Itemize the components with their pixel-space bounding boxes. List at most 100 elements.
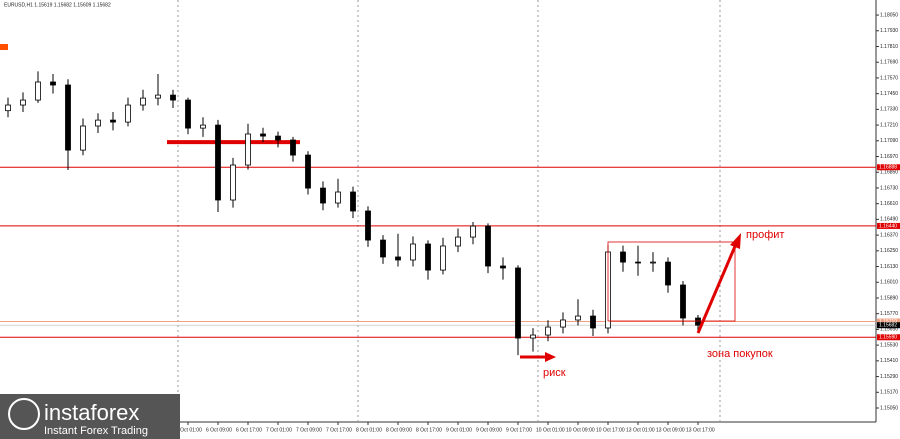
candle-body [380, 239, 386, 258]
logo-brand: instaforex [44, 400, 139, 425]
logo-icon [8, 398, 40, 430]
x-tick-label: 6 Oct 09:00 [206, 427, 232, 433]
candle-body [260, 133, 266, 137]
x-tick-label: 13 Oct 01:00 [626, 427, 655, 433]
marker [0, 44, 8, 50]
candle-body [275, 135, 281, 141]
candle-body [5, 104, 11, 112]
annotation: профит [746, 229, 784, 241]
candle-body [320, 187, 326, 204]
candle-body [290, 139, 296, 156]
x-tick-label: 9 Oct 09:00 [476, 427, 502, 433]
y-tick-label: 1.17330 [880, 107, 898, 113]
x-tick-label: 9 Oct 17:00 [506, 427, 532, 433]
y-tick-label: 1.17810 [880, 44, 898, 50]
level-tag [877, 334, 900, 341]
y-tick-label: 1.18050 [880, 12, 898, 18]
x-tick-label: 13 Oct 17:00 [686, 427, 715, 433]
x-tick-label: 6 Oct 17:00 [236, 427, 262, 433]
annotation: зона покупок [707, 348, 773, 360]
y-tick-label: 1.16610 [880, 201, 898, 207]
candle-body [230, 164, 236, 201]
candle-body [95, 119, 101, 127]
y-tick-label: 1.17690 [880, 60, 898, 66]
candle-body [245, 133, 251, 166]
candle-body [20, 99, 26, 106]
y-tick-label: 1.16970 [880, 154, 898, 160]
x-tick-label: 6 Oct 01:00 [176, 427, 202, 433]
y-tick-label: 1.16370 [880, 232, 898, 238]
x-tick-label: 8 Oct 09:00 [386, 427, 412, 433]
candle-body [680, 284, 686, 319]
candle-body [620, 251, 626, 263]
x-tick-label: 13 Oct 09:00 [656, 427, 685, 433]
x-tick-label: 10 Oct 09:00 [566, 427, 595, 433]
level-label: 1.15710 [879, 319, 897, 325]
candle-body [305, 154, 311, 189]
candle-body [425, 243, 431, 271]
x-tick-label: 7 Oct 17:00 [326, 427, 352, 433]
y-tick-label: 1.16130 [880, 264, 898, 270]
candle-body [185, 99, 191, 129]
x-tick-label: 7 Oct 09:00 [296, 427, 322, 433]
candle-body [110, 119, 116, 123]
candle-body [665, 261, 671, 286]
y-tick-label: 1.15890 [880, 295, 898, 301]
logo-box [0, 394, 180, 439]
candle-body [515, 267, 521, 339]
candle-body [470, 225, 476, 238]
candle-body [335, 191, 341, 204]
profit-arrow [696, 243, 738, 334]
y-tick-label: 1.16010 [880, 280, 898, 286]
chart-title: EURUSD,H1 1.15619 1.15682 1.15609 1.1568… [4, 2, 111, 8]
candle-body [530, 334, 536, 339]
y-tick-label: 1.15050 [880, 405, 898, 411]
level-label: 1.15590 [879, 335, 897, 341]
current-price-label: 1.15682 [879, 323, 897, 329]
y-tick-label: 1.16730 [880, 185, 898, 191]
candle-body [545, 326, 551, 336]
target-zone [607, 241, 736, 322]
y-tick-label: 1.16850 [880, 170, 898, 176]
current-price-tag [877, 322, 900, 329]
x-tick-label: 7 Oct 01:00 [266, 427, 292, 433]
candle-body [440, 245, 446, 271]
candle-body [35, 81, 41, 101]
x-tick-label: 8 Oct 01:00 [356, 427, 382, 433]
candle-body [65, 84, 71, 151]
candle-body [500, 265, 506, 269]
level-label: 1.16440 [879, 223, 897, 229]
candle-body [125, 104, 131, 123]
logo-tagline: Instant Forex Trading [44, 425, 148, 437]
candle-body [155, 94, 161, 99]
candle-body [140, 97, 146, 106]
y-tick-label: 1.15650 [880, 327, 898, 333]
x-tick-label: 8 Oct 17:00 [416, 427, 442, 433]
level-tag [877, 318, 900, 325]
y-tick-label: 1.17450 [880, 91, 898, 97]
y-tick-label: 1.15290 [880, 374, 898, 380]
annotation: риск [543, 367, 566, 379]
risk-arrowhead [545, 352, 556, 362]
y-tick-label: 1.17930 [880, 28, 898, 34]
y-tick-label: 1.17570 [880, 75, 898, 81]
candle-body [170, 94, 176, 101]
candle-body [635, 261, 641, 264]
y-tick-label: 1.15170 [880, 390, 898, 396]
x-tick-label: 10 Oct 01:00 [536, 427, 565, 433]
y-tick-label: 1.15530 [880, 342, 898, 348]
x-tick-label: 9 Oct 01:00 [446, 427, 472, 433]
candle-body [200, 124, 206, 129]
x-tick-label: 10 Oct 17:00 [596, 427, 625, 433]
candle-body [485, 225, 491, 267]
level-label: 1.16888 [879, 165, 897, 171]
y-tick-label: 1.15410 [880, 358, 898, 364]
candle-body [395, 256, 401, 261]
candle-body [695, 317, 701, 326]
candle-body [50, 81, 56, 86]
y-tick-label: 1.16490 [880, 217, 898, 223]
candle-body [575, 315, 581, 321]
candle-body [650, 261, 656, 264]
candle-body [365, 210, 371, 241]
